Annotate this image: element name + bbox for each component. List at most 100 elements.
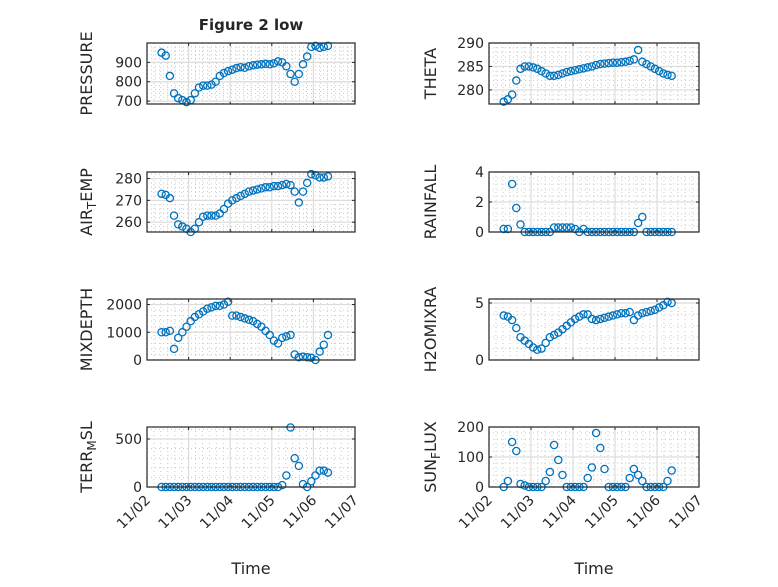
data-point xyxy=(286,330,295,340)
data-point xyxy=(591,428,601,438)
data-point xyxy=(232,63,241,73)
data-point xyxy=(629,464,639,474)
data-point xyxy=(298,187,308,196)
data-point xyxy=(612,310,622,319)
data-point xyxy=(516,479,525,489)
y-label-part: THETA xyxy=(421,48,440,100)
data-point xyxy=(169,89,179,98)
data-point xyxy=(541,69,550,78)
data-point xyxy=(516,64,525,74)
data-point xyxy=(294,352,304,362)
data-point xyxy=(663,297,672,307)
y-label-part: SL xyxy=(77,421,96,440)
figure-title: Figure 2 low xyxy=(199,16,304,34)
data-point xyxy=(244,315,254,325)
data-point xyxy=(528,343,538,352)
data-point xyxy=(604,312,613,321)
data-point xyxy=(302,352,312,362)
y-tick-label: 700 xyxy=(115,94,142,110)
data-point xyxy=(157,189,166,199)
data-point xyxy=(265,60,274,69)
data-point xyxy=(282,471,291,480)
data-point xyxy=(294,461,304,471)
x-tick-label: 11/06 xyxy=(280,492,320,532)
data-point xyxy=(667,466,676,475)
y-tick-label: 0 xyxy=(475,480,484,496)
data-point xyxy=(302,52,312,61)
data-point xyxy=(311,471,320,480)
y-label-part: H2OMIXRA xyxy=(421,287,440,373)
data-point xyxy=(269,181,279,191)
data-point xyxy=(524,62,534,71)
data-point xyxy=(562,67,571,77)
x-tick-label: 11/02 xyxy=(114,493,154,533)
data-point xyxy=(629,55,639,64)
data-point xyxy=(273,339,283,348)
subplot-pressure: 700 800 900 PRESSURE xyxy=(77,31,356,116)
data-point xyxy=(257,184,266,193)
data-point xyxy=(520,481,529,490)
data-point xyxy=(570,314,580,324)
data-point xyxy=(232,193,241,203)
data-point xyxy=(654,66,664,76)
data-point xyxy=(612,58,622,67)
data-point xyxy=(650,64,660,74)
y-label-subscript: T xyxy=(85,201,99,210)
x-tick-label: 11/07 xyxy=(322,493,362,533)
data-point xyxy=(512,203,521,213)
data-point xyxy=(173,93,183,103)
data-point xyxy=(583,310,592,319)
data-point xyxy=(549,223,559,232)
data-point xyxy=(554,455,563,465)
data-point xyxy=(307,169,316,179)
data-point xyxy=(650,305,660,315)
data-point xyxy=(273,181,283,191)
subplot-terr-msl: 11/02 11/03 11/04 11/05 11/06 11/07 0 500 TERRMS… xyxy=(77,421,362,532)
data-point xyxy=(198,81,208,90)
subplot-theta: 280 285 290 THETA xyxy=(421,36,700,106)
data-point xyxy=(583,63,592,72)
y-label-part: MIXDEPTH xyxy=(77,288,96,371)
data-point xyxy=(211,77,220,86)
data-point xyxy=(169,211,179,220)
data-point xyxy=(282,179,291,189)
data-point xyxy=(282,61,291,71)
data-point xyxy=(533,345,542,354)
x-tick-label: 11/07 xyxy=(666,493,706,533)
data-point xyxy=(633,311,643,320)
data-point xyxy=(236,312,245,322)
data-point xyxy=(261,183,270,192)
subplot-rainfall: 0 2 4 RAINFALL xyxy=(421,165,700,241)
y-tick-label: 800 xyxy=(115,75,142,91)
data-point xyxy=(323,172,333,181)
y-axis-label: AIRTEMP xyxy=(77,168,99,236)
data-point xyxy=(533,64,542,74)
y-tick-label: 4 xyxy=(475,165,484,181)
axes-box xyxy=(488,42,700,105)
data-point xyxy=(240,189,250,199)
axes-box xyxy=(488,426,700,488)
data-point xyxy=(570,65,580,75)
data-point xyxy=(194,83,204,92)
data-point xyxy=(654,303,664,312)
data-point xyxy=(219,68,229,78)
data-point xyxy=(617,309,626,318)
data-point xyxy=(207,303,216,312)
data-point xyxy=(277,480,287,490)
y-tick-label: 2 xyxy=(475,195,484,211)
y-tick-label: 100 xyxy=(457,450,484,466)
data-point xyxy=(228,65,237,74)
data-point xyxy=(236,62,245,72)
data-point xyxy=(663,70,672,80)
data-point xyxy=(307,353,316,363)
data-point xyxy=(240,314,250,323)
data-point xyxy=(633,45,643,55)
data-point xyxy=(165,71,175,81)
y-label-subscript: M xyxy=(85,440,99,450)
y-tick-label: 2000 xyxy=(106,298,142,314)
subplot-mixdepth: 0 1000 2000 MIXDEPTH xyxy=(77,288,356,371)
data-point xyxy=(638,212,647,222)
data-point xyxy=(294,69,304,79)
data-point xyxy=(315,173,324,182)
data-point xyxy=(165,193,175,203)
